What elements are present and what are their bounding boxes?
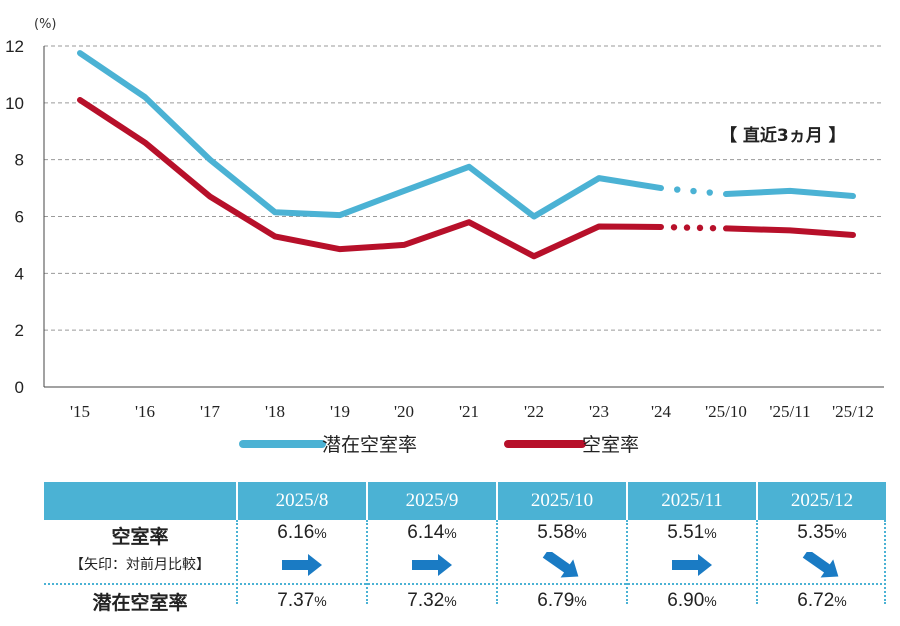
series-line-yearly (77, 50, 664, 220)
potential-value: 7.37% (277, 590, 327, 611)
series-line-monthly (723, 225, 856, 238)
x-tick-label: '18 (265, 402, 285, 421)
row-label-vacancy: 空室率 (111, 526, 169, 548)
connector-dot (674, 186, 681, 193)
arrow-down-right-icon (802, 552, 839, 578)
y-tick-label: 4 (15, 264, 24, 283)
col-header: 2025/12 (790, 490, 854, 511)
x-tick-label: '24 (651, 402, 672, 421)
x-tick-label: '20 (394, 402, 414, 421)
recent-3-months-annotation: 【 直近3ヵ月 】 (720, 125, 846, 146)
vacancy-value: 5.35% (797, 522, 847, 543)
y-axis-ticks: 0 2 4 6 8 10 12 (5, 37, 24, 397)
connector-dot (709, 224, 717, 232)
arrow-down-right-icon (542, 552, 579, 578)
col-header: 2025/10 (530, 490, 594, 511)
connector-dot (706, 189, 713, 196)
row-label-arrow-note: 【矢印：対前月比較】 (70, 557, 210, 573)
grid (43, 45, 884, 388)
x-tick-label: '19 (330, 402, 350, 421)
x-axis-ticks: '15 '16 '17 '18 '19 '20 '21 '22 '23 '24 '25/10 '25/… (70, 402, 874, 421)
x-tick-label: '23 (589, 402, 609, 421)
y-tick-label: 2 (15, 321, 24, 340)
col-header: 2025/11 (661, 490, 723, 511)
x-tick-label: '22 (524, 402, 544, 421)
potential-value: 6.72% (797, 590, 847, 611)
legend: 潜在空室率 空室率 (239, 434, 639, 456)
arrow-right-icon (282, 554, 322, 576)
vacancy-value: 5.58% (537, 522, 587, 543)
x-tick-label: '16 (135, 402, 155, 421)
potential-value: 6.79% (537, 590, 587, 611)
x-tick-label: '17 (200, 402, 221, 421)
y-tick-label: 6 (15, 208, 24, 227)
connector-dot (696, 224, 704, 232)
connector-dot (683, 224, 691, 231)
arrow-right-icon (672, 554, 712, 576)
y-tick-label: 8 (15, 151, 24, 170)
series-lines (77, 50, 856, 260)
x-tick-label: '25/10 (705, 402, 747, 421)
vacancy-value: 5.51% (667, 522, 717, 543)
line-chart: (%) 0 2 4 6 8 10 12 '15 '16 '17 '18 '19 '20 '21 '22 '2… (5, 17, 884, 456)
y-tick-label: 0 (15, 378, 24, 397)
row-label-potential: 潜在空室率 (92, 592, 188, 614)
y-tick-label: 12 (5, 37, 24, 56)
series-line-monthly (723, 187, 856, 200)
connector-dot (690, 187, 697, 195)
vacancy-value: 6.14% (407, 522, 457, 543)
series-line-yearly (77, 96, 664, 260)
x-tick-label: '25/11 (769, 402, 810, 421)
table-header-row: 2025/8 2025/9 2025/10 2025/11 2025/12 (44, 482, 886, 520)
col-header: 2025/9 (405, 490, 459, 511)
legend-label-vacancy: 空室率 (582, 434, 639, 456)
x-tick-label: '25/12 (832, 402, 874, 421)
col-header: 2025/8 (275, 490, 329, 511)
connector-dot (670, 224, 678, 231)
x-tick-label: '21 (459, 402, 479, 421)
x-tick-label: '15 (70, 402, 90, 421)
vacancy-value: 6.16% (277, 522, 327, 543)
y-tick-label: 10 (5, 94, 24, 113)
potential-value: 6.90% (667, 590, 717, 611)
y-unit-label: (%) (34, 17, 57, 32)
potential-value: 7.32% (407, 590, 457, 611)
arrow-right-icon (412, 554, 452, 576)
legend-label-potential: 潜在空室率 (322, 434, 417, 456)
